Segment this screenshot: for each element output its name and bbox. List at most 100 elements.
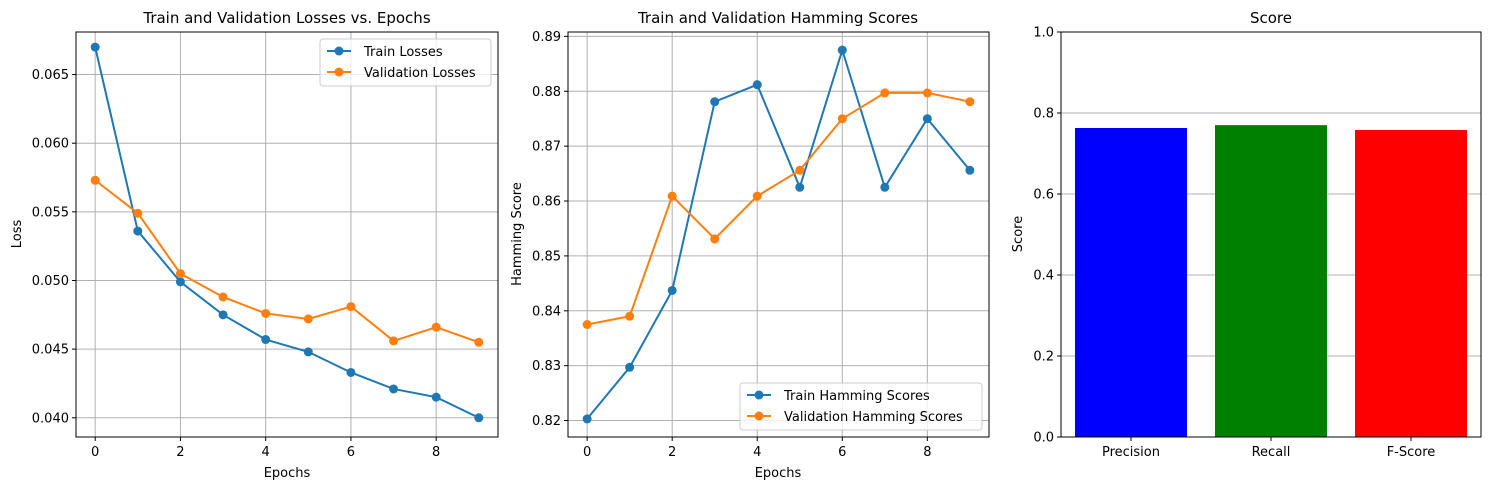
- loss-chart-legend: Train Losses Validation Losses: [319, 38, 492, 87]
- hamming-chart-ticks: 0 2 4 6 8 0.82 0.83 0.84 0.85 0.86 0.87 0.88 0.89: [532, 30, 931, 460]
- loss-chart-ytick-label: 0.060: [32, 137, 69, 152]
- loss-chart-point: [431, 322, 441, 332]
- hamming-chart-series: [582, 45, 975, 424]
- hamming-chart-ytick-label: 0.88: [532, 85, 561, 100]
- loss-chart-ytick-label: 0.045: [32, 343, 69, 358]
- hamming-chart-ytick-label: 0.86: [532, 195, 561, 210]
- hamming-chart-point: [880, 182, 890, 192]
- loss-chart-point: [133, 208, 143, 218]
- score-chart-ytick-label: 0.4: [1033, 269, 1054, 284]
- score-chart-ticks: 0.0 0.2 0.4 0.6 0.8 1.0 Precision Recall F-Score: [1033, 26, 1435, 461]
- loss-chart-point: [90, 42, 100, 52]
- hamming-chart-ylabel: Hamming Score: [510, 182, 525, 286]
- hamming-chart-xtick-label: 4: [753, 445, 761, 460]
- score-chart-ytick-label: 0.6: [1033, 188, 1054, 203]
- score-chart-ytick-label: 0.0: [1033, 431, 1054, 446]
- hamming-chart-point: [710, 234, 720, 244]
- score-chart-frame: [1060, 31, 1482, 438]
- score-chart-title: Score: [1250, 9, 1292, 27]
- loss-chart-ytick-label: 0.050: [32, 274, 69, 289]
- hamming-chart-xlabel: Epochs: [755, 466, 802, 481]
- loss-chart-point: [261, 308, 271, 318]
- loss-chart-point: [175, 277, 185, 287]
- loss-chart-point: [303, 347, 313, 357]
- loss-chart-point: [346, 302, 356, 312]
- hamming-chart-grid: [568, 32, 989, 437]
- hamming-chart-point: [667, 191, 677, 201]
- legend-marker-train-hamming: [754, 390, 764, 400]
- bar-f-score: [1355, 130, 1467, 437]
- hamming-chart-point: [625, 311, 635, 321]
- hamming-chart-ytick-label: 0.87: [532, 140, 561, 155]
- loss-chart-xtick-label: 0: [91, 445, 99, 460]
- score-chart-xtick-label: F-Score: [1387, 445, 1436, 460]
- hamming-chart-point: [795, 165, 805, 175]
- hamming-chart-ytick-label: 0.89: [532, 30, 561, 45]
- hamming-chart-legend-box: [739, 382, 983, 431]
- hamming-chart-point: [837, 114, 847, 124]
- hamming-chart-point: [625, 362, 635, 372]
- hamming-chart-point: [582, 414, 592, 424]
- score-chart-ylabel: Score: [1011, 216, 1026, 252]
- hamming-chart-ytick-label: 0.84: [532, 304, 561, 319]
- loss-chart-grid: [76, 32, 498, 437]
- hamming-chart-ytick-label: 0.83: [532, 359, 561, 374]
- hamming-chart-point: [752, 80, 762, 90]
- hamming-chart-point: [710, 97, 720, 107]
- legend-label-validation-hamming: Validation Hamming Scores: [784, 410, 963, 425]
- loss-chart-xtick-label: 4: [262, 445, 270, 460]
- hamming-chart-ytick-label: 0.82: [532, 414, 561, 429]
- loss-chart-legend-box: [319, 38, 492, 87]
- legend-marker-validation-hamming: [754, 411, 764, 421]
- hamming-chart-series-line-1: [586, 91, 971, 326]
- hamming-chart-point: [965, 97, 975, 107]
- score-chart-xtick-label: Recall: [1252, 445, 1291, 460]
- hamming-chart-xtick-label: 0: [583, 445, 591, 460]
- hamming-chart-point: [880, 88, 890, 98]
- score-chart-bars: [1075, 125, 1467, 438]
- score-chart: Score 0.0 0.2 0.4 0.6 0.8 1.0 Precision Recall F…: [1011, 9, 1482, 461]
- loss-chart-ytick-label: 0.055: [32, 205, 69, 220]
- loss-chart-point: [474, 413, 484, 423]
- loss-chart-series: [90, 42, 484, 423]
- hamming-chart-point: [667, 285, 677, 295]
- loss-chart-point: [389, 336, 399, 346]
- loss-chart-xlabel: Epochs: [264, 466, 311, 481]
- hamming-chart-point: [582, 320, 592, 329]
- loss-chart-point: [389, 384, 399, 394]
- loss-chart-point: [431, 392, 441, 402]
- loss-chart-series-line-1: [94, 179, 480, 344]
- hamming-chart-point: [965, 165, 975, 175]
- hamming-chart-series-line-0: [586, 46, 971, 420]
- hamming-chart-title: Train and Validation Hamming Scores: [637, 9, 918, 27]
- legend-label-train-hamming: Train Hamming Scores: [783, 389, 930, 404]
- loss-chart-point: [218, 310, 228, 320]
- loss-chart-point: [261, 335, 271, 345]
- loss-chart-xtick-label: 2: [176, 445, 184, 460]
- hamming-chart-point: [795, 182, 805, 192]
- bar-recall: [1215, 125, 1327, 438]
- loss-chart-point: [175, 269, 185, 279]
- hamming-chart-ytick-label: 0.85: [532, 249, 561, 264]
- legend-marker-train-losses: [334, 46, 344, 56]
- score-chart-xtick-label: Precision: [1102, 445, 1160, 460]
- loss-chart-ylabel: Loss: [10, 220, 25, 249]
- loss-chart-ticks: 0 2 4 6 8 0.040 0.045 0.050 0.055 0.060 0.065: [32, 68, 441, 460]
- hamming-chart-point: [752, 191, 762, 201]
- loss-chart-ytick-label: 0.040: [32, 411, 69, 426]
- hamming-chart-point: [922, 114, 932, 124]
- legend-label-validation-losses: Validation Losses: [364, 66, 476, 81]
- loss-chart-xtick-label: 8: [432, 445, 440, 460]
- loss-chart: Train and Validation Losses vs. Epochs 0…: [10, 9, 499, 481]
- loss-chart-point: [474, 337, 484, 347]
- score-chart-ytick-label: 0.2: [1033, 350, 1054, 365]
- loss-chart-point: [133, 226, 143, 236]
- loss-chart-point: [346, 367, 356, 377]
- bar-precision: [1075, 127, 1187, 438]
- hamming-chart-xtick-label: 8: [923, 445, 931, 460]
- hamming-chart-point: [922, 88, 932, 98]
- hamming-chart-frame: [567, 31, 990, 438]
- loss-chart-ytick-label: 0.065: [32, 68, 69, 83]
- legend-label-train-losses: Train Losses: [363, 45, 443, 60]
